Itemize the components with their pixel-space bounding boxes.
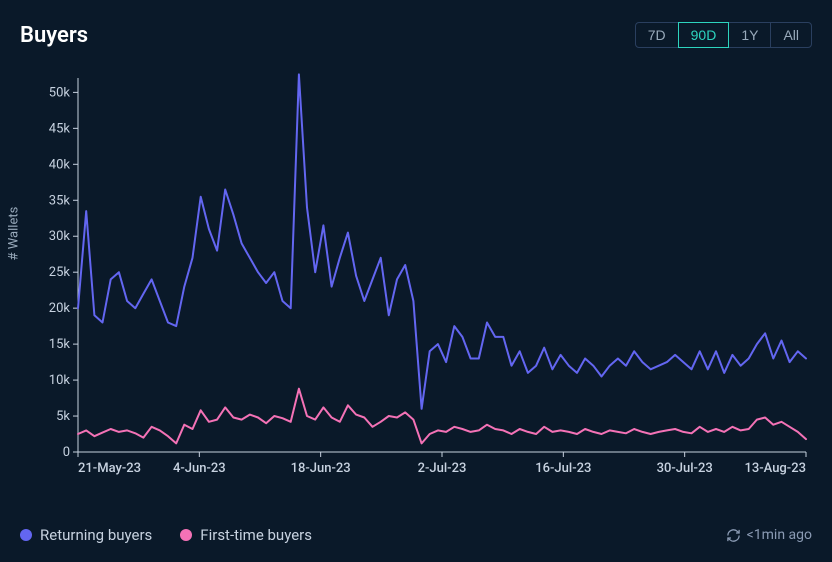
last-updated: <1min ago [726,527,812,543]
svg-text:21-May-23: 21-May-23 [78,461,141,476]
svg-text:0: 0 [63,445,70,460]
range-btn-90d[interactable]: 90D [678,22,730,48]
chart-footer: Returning buyers First-time buyers <1min … [20,526,812,544]
svg-text:45k: 45k [49,121,71,136]
svg-text:30-Jul-23: 30-Jul-23 [657,461,713,476]
svg-text:18-Jun-23: 18-Jun-23 [291,461,351,476]
chart-header: Buyers 7D90D1YAll [20,22,812,48]
svg-text:2-Jul-23: 2-Jul-23 [418,461,467,476]
svg-text:20k: 20k [49,301,71,316]
svg-text:25k: 25k [49,265,71,280]
svg-text:30k: 30k [49,229,71,244]
range-btn-all[interactable]: All [770,22,812,48]
range-selector: 7D90D1YAll [635,22,812,48]
updated-text: <1min ago [747,527,812,543]
legend: Returning buyers First-time buyers [20,526,312,544]
svg-text:5k: 5k [56,409,70,424]
svg-text:16-Jul-23: 16-Jul-23 [535,461,591,476]
refresh-icon [726,528,741,543]
legend-label: Returning buyers [40,526,152,544]
legend-dot-icon [20,529,32,541]
legend-dot-icon [180,529,192,541]
legend-label: First-time buyers [200,526,312,544]
svg-text:15k: 15k [49,337,71,352]
svg-text:40k: 40k [49,157,71,172]
line-chart: 0 5k 10k 15k 20k 25k 30k 35k 40k 45k 50k 21-May-23 4… [20,58,812,478]
chart-area: # Wallets 05k10k15k20k25k30k35k40k45k50k… [20,58,812,508]
svg-text:10k: 10k [49,373,71,388]
y-axis-label: # Wallets [7,207,22,261]
range-btn-7d[interactable]: 7D [635,22,679,48]
legend-item[interactable]: Returning buyers [20,526,152,544]
svg-text:50k: 50k [49,85,71,100]
svg-text:4-Jun-23: 4-Jun-23 [173,461,226,476]
svg-text:13-Aug-23: 13-Aug-23 [744,461,806,476]
legend-item[interactable]: First-time buyers [180,526,312,544]
svg-text:35k: 35k [49,193,71,208]
chart-title: Buyers [20,23,88,48]
range-btn-1y[interactable]: 1Y [728,22,771,48]
